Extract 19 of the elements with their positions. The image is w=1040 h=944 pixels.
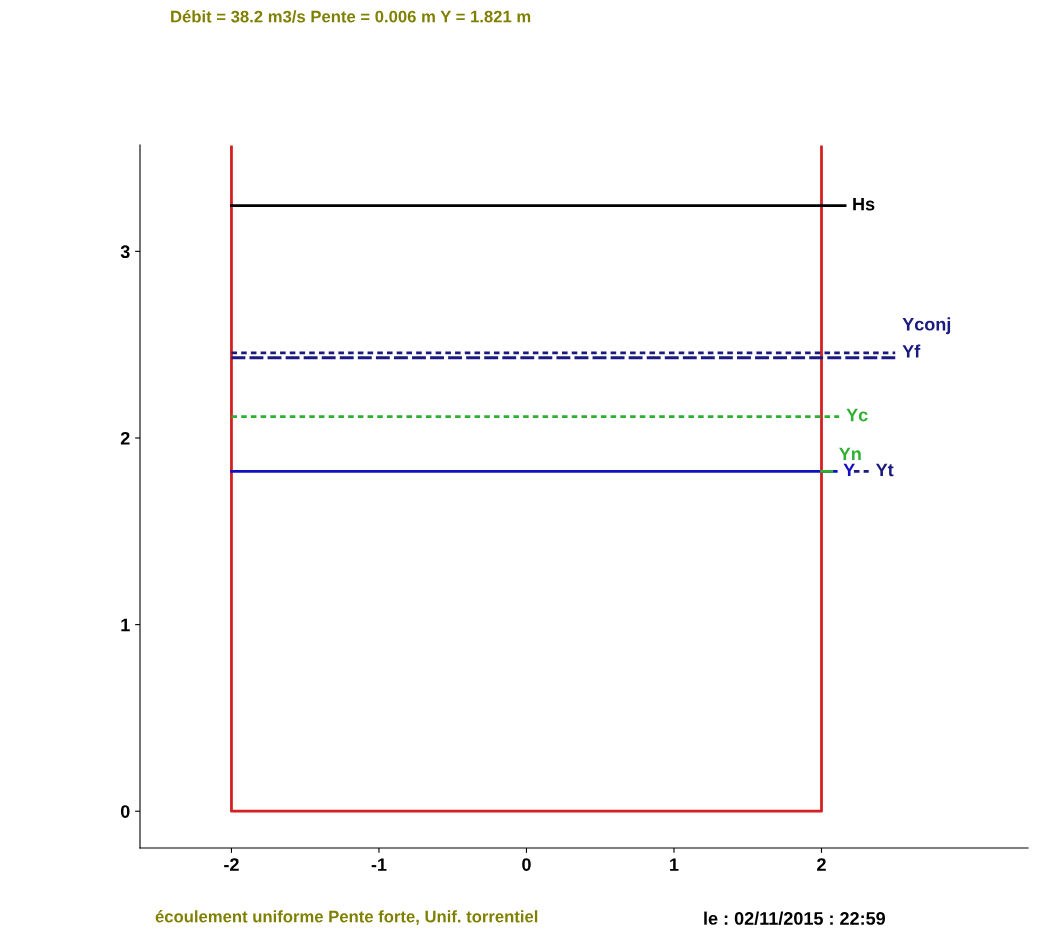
chart-title: Débit = 38.2 m3/s Pente = 0.006 m Y = 1.821 m: [171, 10, 531, 23]
x-tick-label: 1: [670, 858, 679, 871]
x-tick-label: 2: [817, 858, 826, 871]
series-label: Y: [843, 463, 855, 477]
x-tick-label: 0: [522, 858, 531, 871]
x-tick-label: -2: [224, 858, 239, 871]
series-label: Yc: [846, 408, 868, 422]
series-label: Yconj: [902, 317, 951, 335]
text: le : 02/11/2015 : 22:59: [704, 911, 886, 926]
text: écoulement uniforme Pente forte, Unif. torrentiel: [155, 910, 538, 925]
series-label: Hs: [853, 197, 875, 211]
x-tick-label: -1: [371, 858, 387, 871]
y-tick-label: 3: [120, 245, 130, 259]
series-label: Yn: [839, 447, 861, 461]
series-label: Yf: [902, 344, 921, 358]
series-label: Yt: [875, 463, 894, 477]
y-tick-label: 1: [121, 618, 130, 632]
y-tick-label: 0: [120, 805, 130, 818]
y-tick-label: 2: [120, 431, 130, 445]
